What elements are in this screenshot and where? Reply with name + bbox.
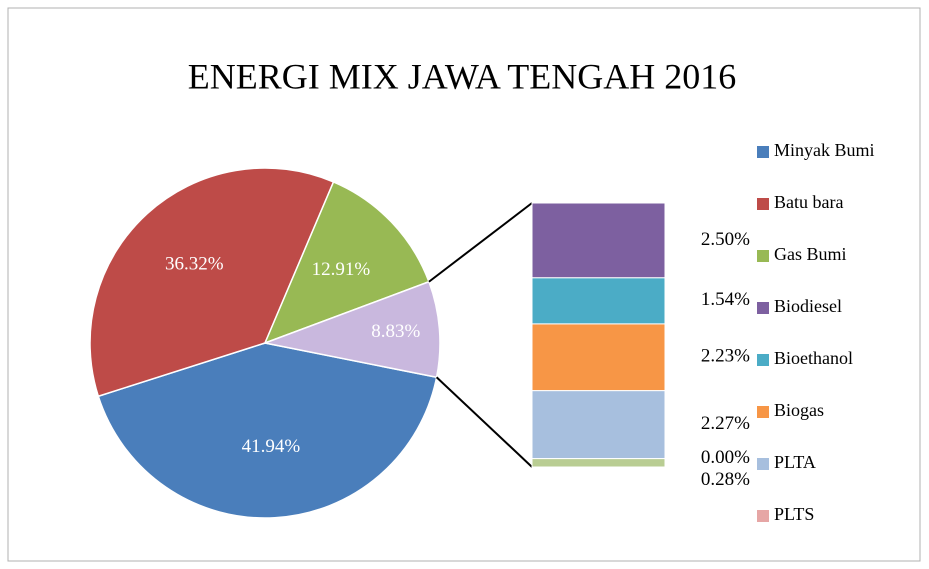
legend-swatch — [757, 250, 769, 262]
bar-segment — [531, 202, 666, 279]
bar-label: 2.23% — [701, 346, 750, 367]
chart-title: ENERGI MIX JAWA TENGAH 2016 — [188, 56, 736, 96]
legend-swatch — [757, 146, 769, 158]
legend-label: Bioethanol — [774, 348, 853, 368]
slice-label: 12.91% — [312, 259, 371, 280]
legend-label: Batu bara — [774, 192, 843, 212]
bar-segment — [531, 390, 666, 460]
pie-slice — [97, 342, 438, 519]
connector — [435, 376, 533, 468]
legend-label: Gas Bumi — [774, 244, 847, 264]
bar-segment — [531, 277, 666, 325]
bar-label: 0.00% — [701, 447, 750, 468]
slice-label: 36.32% — [165, 254, 224, 275]
slice-label: 41.94% — [242, 436, 301, 457]
connector — [428, 202, 533, 283]
legend-swatch — [757, 458, 769, 470]
pie-slice — [263, 180, 430, 345]
legend-swatch — [757, 406, 769, 418]
legend-label: Biogas — [774, 400, 824, 420]
pie-slice — [262, 280, 441, 379]
bar-label: 2.50% — [701, 229, 750, 250]
legend-label: PLTA — [774, 452, 816, 472]
legend-swatch — [757, 354, 769, 366]
legend-label: PLTS — [774, 504, 814, 524]
bar-label: 0.28% — [701, 469, 750, 490]
bar-label: 2.27% — [701, 413, 750, 434]
legend-label: Minyak Bumi — [774, 140, 875, 160]
bar-segment — [531, 458, 666, 468]
legend-swatch — [757, 302, 769, 314]
legend-swatch — [757, 510, 769, 522]
legend-label: Biodiesel — [774, 296, 842, 316]
slice-label: 8.83% — [371, 321, 420, 342]
bar-segment — [531, 323, 666, 392]
bar-label: 1.54% — [701, 289, 750, 310]
legend-swatch — [757, 198, 769, 210]
pie-slice — [89, 167, 335, 398]
